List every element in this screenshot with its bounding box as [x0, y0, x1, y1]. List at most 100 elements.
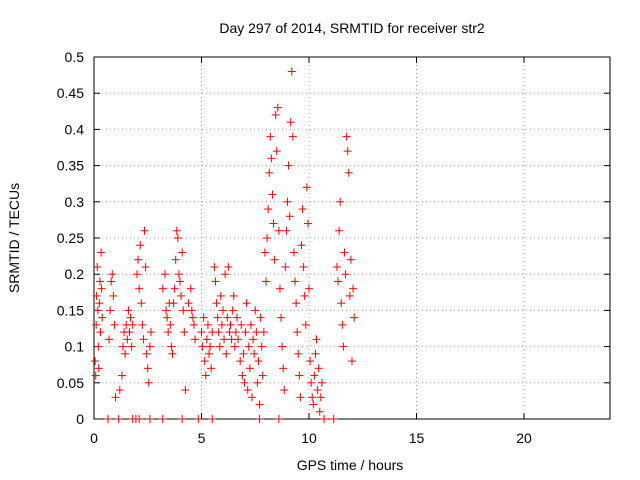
data-point: [111, 393, 120, 402]
data-point: [119, 342, 128, 351]
data-point: [306, 357, 315, 366]
data-point: [107, 277, 116, 286]
data-point: [96, 328, 105, 337]
data-point: [144, 378, 153, 387]
data-point: [255, 400, 264, 409]
x-tick-label: 20: [516, 430, 532, 446]
data-point: [279, 364, 288, 373]
data-point: [277, 313, 286, 322]
y-tick-label: 0: [76, 411, 84, 427]
data-point: [265, 168, 274, 177]
data-point: [350, 313, 359, 322]
data-point: [136, 241, 145, 250]
data-point: [211, 277, 220, 286]
data-point: [259, 328, 268, 337]
data-point: [163, 313, 172, 322]
data-point: [124, 306, 133, 315]
data-point: [139, 335, 148, 344]
data-point: [179, 306, 188, 315]
data-point: [97, 248, 106, 257]
data-point: [274, 226, 283, 235]
data-point: [135, 415, 144, 423]
data-point: [237, 320, 246, 329]
data-point: [188, 313, 197, 322]
data-point: [189, 320, 198, 329]
data-point: [238, 371, 247, 380]
data-point: [141, 262, 150, 271]
data-point: [240, 378, 249, 387]
data-point: [257, 342, 266, 351]
data-point: [226, 320, 235, 329]
y-axis-ticks: 0 0.05 0.1 0.15 0.2 0.25 0.3 0.35 0.4 0.45 0.5: [57, 49, 610, 427]
data-point: [315, 407, 324, 416]
data-point: [263, 234, 272, 242]
data-point: [242, 299, 251, 308]
data-point: [173, 234, 182, 242]
data-point: [274, 415, 283, 423]
y-tick-label: 0.35: [57, 158, 84, 174]
y-tick-label: 0.2: [65, 266, 85, 282]
y-tick-label: 0.15: [57, 302, 84, 318]
data-point: [176, 277, 184, 286]
data-point: [93, 262, 102, 271]
data-point: [123, 335, 132, 344]
data-point: [348, 357, 356, 366]
data-point: [115, 386, 124, 395]
data-point: [337, 299, 346, 308]
data-point: [287, 67, 296, 76]
data-point: [142, 349, 151, 358]
y-tick-label: 0.5: [65, 49, 85, 65]
data-point: [208, 415, 217, 423]
data-point: [241, 328, 250, 337]
data-point: [329, 415, 338, 423]
data-point: [93, 306, 102, 315]
data-point: [200, 357, 209, 366]
data-point: [117, 371, 126, 380]
data-point: [297, 241, 306, 250]
data-point: [105, 335, 114, 344]
data-point: [228, 306, 237, 315]
data-point: [169, 299, 178, 308]
data-point: [215, 342, 224, 351]
y-tick-label: 0.25: [57, 230, 84, 246]
data-point: [135, 284, 144, 293]
data-point: [109, 291, 118, 300]
data-point: [314, 364, 323, 373]
data-point: [205, 349, 214, 358]
data-point: [236, 357, 245, 366]
data-point: [307, 378, 316, 387]
data-point: [166, 320, 175, 329]
data-point: [282, 226, 291, 235]
y-tick-label: 0.4: [65, 121, 85, 137]
data-point: [128, 320, 137, 329]
data-point: [201, 371, 210, 380]
data-point: [121, 349, 130, 358]
data-point: [264, 205, 273, 214]
data-point: [248, 393, 257, 402]
data-point: [268, 190, 277, 199]
data-point: [294, 349, 303, 358]
data-point: [160, 270, 169, 279]
data-point: [91, 357, 100, 366]
data-point: [220, 335, 229, 344]
data-point: [332, 262, 341, 271]
data-point: [296, 393, 305, 402]
data-point: [197, 328, 206, 337]
data-point: [286, 118, 295, 127]
data-point: [266, 132, 275, 141]
data-point: [291, 277, 300, 286]
data-point: [298, 205, 307, 214]
data-point: [140, 226, 149, 235]
data-point: [108, 270, 117, 279]
data-point: [243, 386, 252, 395]
data-point: [302, 183, 311, 192]
data-point: [126, 313, 135, 322]
data-point: [170, 284, 179, 293]
data-point: [246, 320, 255, 329]
data-point: [133, 270, 141, 279]
data-point: [272, 147, 281, 156]
data-points: [91, 67, 359, 423]
data-point: [254, 357, 263, 366]
data-point: [256, 313, 265, 322]
data-point: [213, 313, 222, 322]
